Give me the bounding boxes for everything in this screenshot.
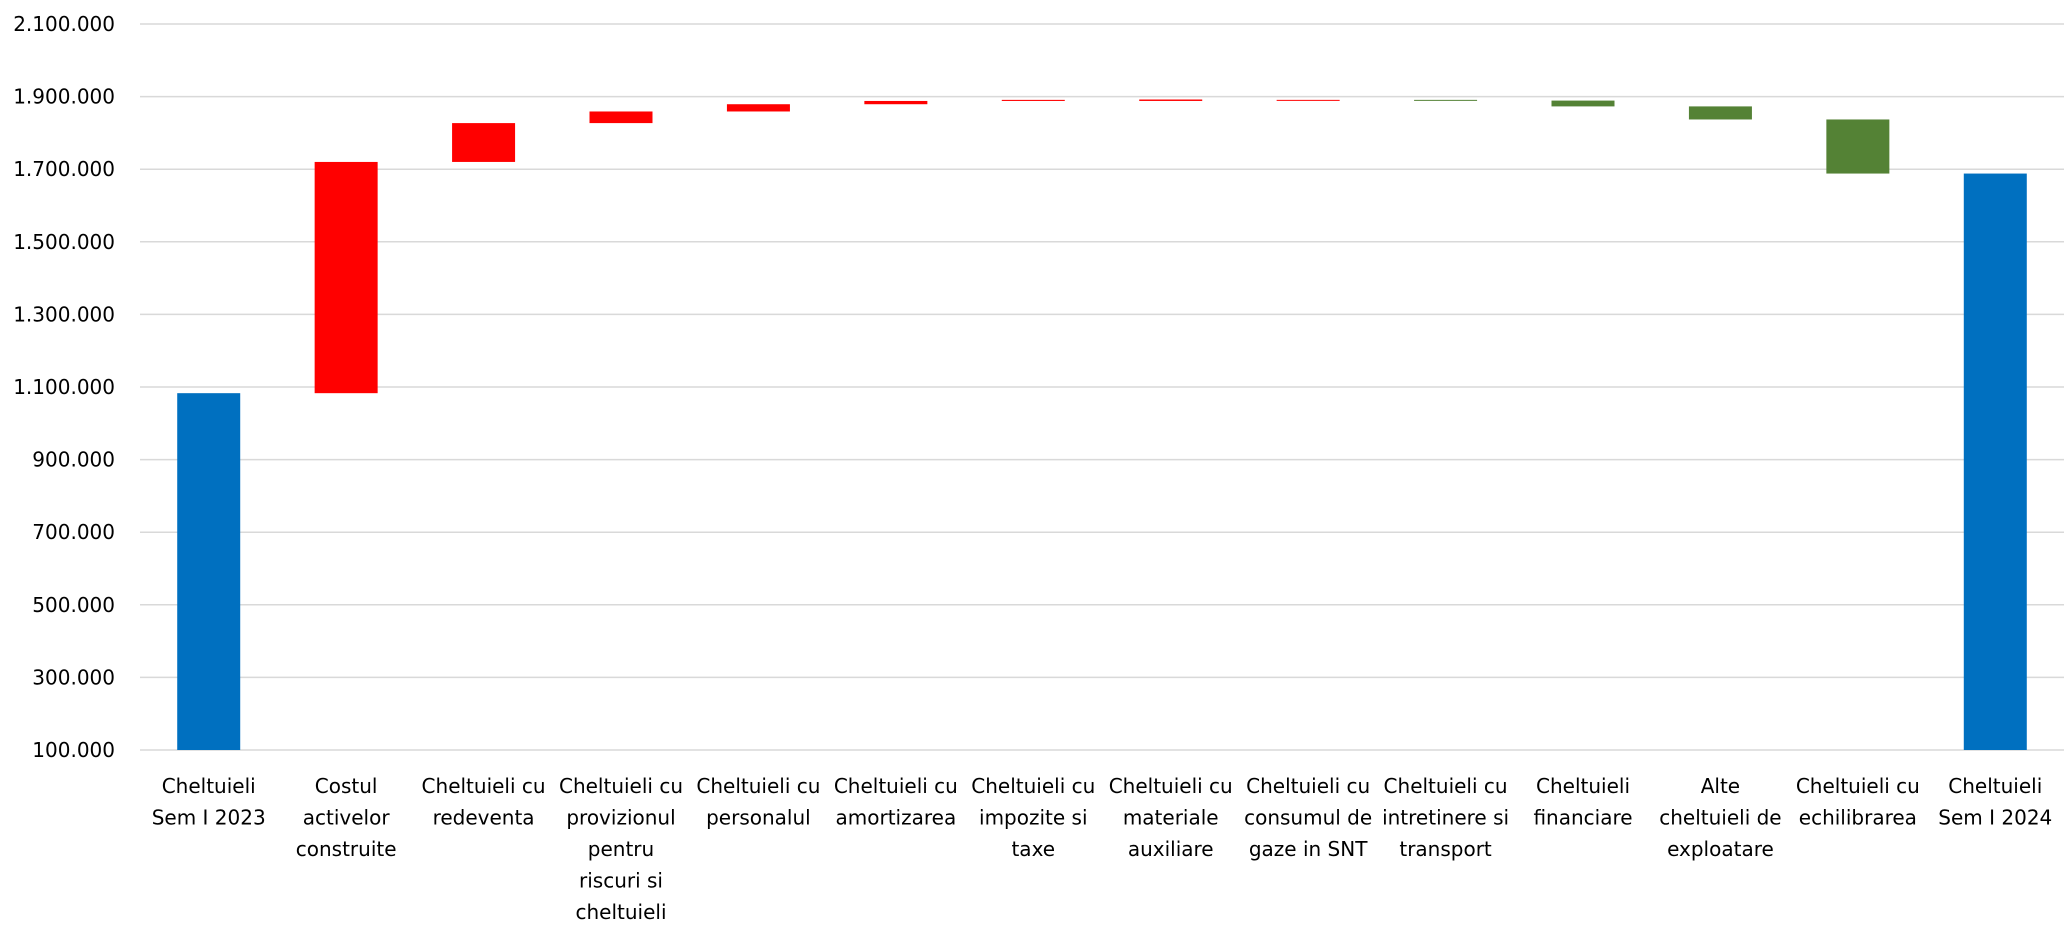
x-tick-label-line: cheltuieli	[575, 900, 666, 924]
x-tick-label: Cheltuieli Sem I 2024	[1938, 774, 2052, 830]
x-tick-label: Cheltuieli cu amortizarea	[834, 774, 958, 830]
x-tick-label: Cheltuieli financiare	[1533, 774, 1632, 830]
bar	[452, 123, 516, 162]
x-tick-label-line: pentru	[588, 837, 654, 861]
x-tick-label-line: Sem I 2023	[152, 806, 266, 830]
x-tick-label: Cheltuieli cu redeventa	[422, 774, 546, 830]
x-tick-label-line: Cheltuieli cu	[559, 774, 683, 798]
y-tick-label: 1.900.000	[13, 85, 115, 109]
bar	[1276, 99, 1340, 101]
x-tick-label: Cheltuieli cu provizionul pentru riscuri si…	[559, 774, 683, 924]
bar	[864, 100, 928, 105]
y-tick-label: 700.000	[32, 520, 115, 544]
x-tick-label: Cheltuieli Sem I 2023	[152, 774, 266, 830]
x-tick-label-line: Cheltuieli cu	[971, 774, 1095, 798]
bar	[1001, 99, 1065, 101]
bar	[726, 104, 790, 112]
bar	[1688, 106, 1752, 120]
y-tick-label: 1.100.000	[13, 375, 115, 399]
x-tick-label-line: Costul	[315, 774, 378, 798]
x-tick-label-line: construite	[296, 837, 397, 861]
x-tick-label-line: Cheltuieli cu	[1246, 774, 1370, 798]
x-tick-label: Costul activelor construite	[296, 774, 397, 861]
x-tick-label-line: redeventa	[433, 806, 535, 830]
x-tick-label-line: Cheltuieli cu	[1109, 774, 1233, 798]
gridlines	[140, 23, 2064, 751]
x-tick-label-line: gaze in SNT	[1249, 837, 1368, 861]
x-tick-label-line: transport	[1399, 837, 1492, 861]
x-tick-label-line: Cheltuieli cu	[422, 774, 546, 798]
y-tick-label: 500.000	[32, 593, 115, 617]
bar	[177, 393, 241, 750]
x-tick-label-line: Cheltuieli	[1948, 774, 2042, 798]
x-tick-label: Alte cheltuieli de exploatare	[1659, 774, 1781, 861]
x-tick-label-line: intretinere si	[1382, 806, 1509, 830]
x-tick-label-line: provizionul	[566, 806, 675, 830]
bar	[589, 111, 653, 124]
x-tick-label-line: amortizarea	[836, 806, 957, 830]
x-tick-label-line: taxe	[1011, 837, 1055, 861]
x-tick-label-line: auxiliare	[1128, 837, 1214, 861]
bar	[314, 161, 378, 394]
x-tick-label: Cheltuieli cu consumul de gaze in SNT	[1244, 774, 1372, 861]
y-tick-label: 1.700.000	[13, 157, 115, 181]
x-tick-label-line: activelor	[303, 806, 391, 830]
x-tick-label-line: Cheltuieli cu	[1384, 774, 1508, 798]
bars	[177, 99, 2027, 750]
bar	[1551, 100, 1615, 107]
x-tick-label: Cheltuieli cu intretinere si transport	[1382, 774, 1509, 861]
x-tick-label-line: consumul de	[1244, 806, 1372, 830]
bar	[1963, 173, 2027, 750]
y-tick-label: 300.000	[32, 665, 115, 689]
x-tick-label-line: riscuri si	[579, 869, 663, 893]
y-tick-label: 1.500.000	[13, 230, 115, 254]
x-tick-label-line: financiare	[1533, 806, 1632, 830]
x-tick-label: Cheltuieli cu echilibrarea	[1796, 774, 1920, 830]
y-tick-label: 900.000	[32, 448, 115, 472]
x-tick-label-line: impozite si	[979, 806, 1088, 830]
bar	[1414, 99, 1478, 101]
x-tick-label-line: exploatare	[1667, 837, 1774, 861]
y-tick-label: 1.300.000	[13, 302, 115, 326]
x-tick-label-line: Cheltuieli	[1536, 774, 1630, 798]
x-tick-label-line: Alte	[1701, 774, 1740, 798]
x-tick-label-line: materiale	[1123, 806, 1219, 830]
x-tick-label-line: Sem I 2024	[1938, 806, 2052, 830]
x-tick-label-line: Cheltuieli cu	[696, 774, 820, 798]
x-tick-label: Cheltuieli cu materiale auxiliare	[1109, 774, 1233, 861]
x-tick-label-line: echilibrarea	[1799, 806, 1917, 830]
y-tick-label: 2.100.000	[13, 12, 115, 36]
x-tick-label-line: personalul	[706, 806, 811, 830]
x-tick-label-line: cheltuieli de	[1659, 806, 1781, 830]
x-tick-label: Cheltuieli cu impozite si taxe	[971, 774, 1095, 861]
x-tick-label-line: Cheltuieli cu	[834, 774, 958, 798]
x-tick-label: Cheltuieli cu personalul	[696, 774, 820, 830]
bar	[1139, 99, 1203, 101]
x-axis: Cheltuieli Sem I 2023 Costul activelor const…	[152, 774, 2053, 924]
x-tick-label-line: Cheltuieli cu	[1796, 774, 1920, 798]
bar	[1826, 119, 1890, 174]
x-tick-label-line: Cheltuieli	[162, 774, 256, 798]
y-tick-label: 100.000	[32, 738, 115, 762]
y-axis: 100.000 300.000 500.000 700.000 900.000 1.100…	[13, 12, 115, 762]
